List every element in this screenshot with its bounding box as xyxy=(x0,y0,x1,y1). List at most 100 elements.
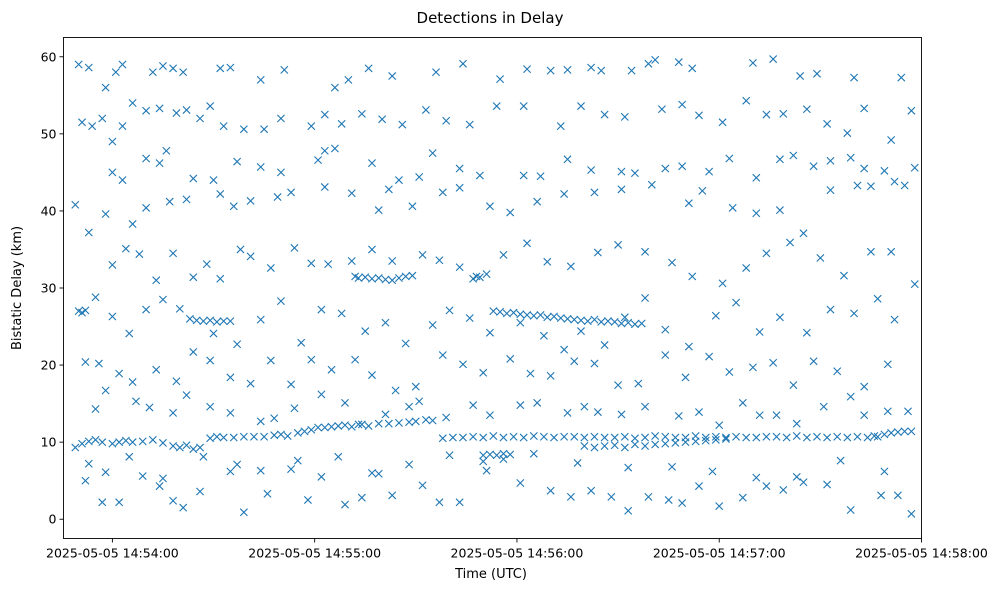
data-point xyxy=(698,186,707,195)
data-point xyxy=(459,360,467,369)
data-point xyxy=(755,327,764,336)
data-point xyxy=(438,188,447,197)
data-point xyxy=(303,495,312,504)
data-point xyxy=(445,306,454,315)
data-point xyxy=(519,433,528,442)
data-point xyxy=(624,463,633,472)
data-point xyxy=(721,433,730,442)
data-point xyxy=(428,321,437,329)
data-point xyxy=(94,359,103,368)
data-point xyxy=(246,252,255,261)
data-point xyxy=(546,486,555,495)
data-point xyxy=(762,249,771,258)
data-point xyxy=(128,220,137,229)
data-point xyxy=(587,63,596,72)
data-point xyxy=(84,459,93,468)
data-point xyxy=(233,460,242,469)
data-point xyxy=(239,432,248,441)
data-point xyxy=(330,144,339,153)
data-point xyxy=(189,273,198,282)
data-point xyxy=(752,473,761,482)
data-point xyxy=(172,377,181,386)
data-point xyxy=(893,428,902,437)
data-point xyxy=(162,146,171,155)
data-point xyxy=(715,502,724,511)
data-point xyxy=(630,440,639,449)
data-point xyxy=(614,240,623,249)
data-point xyxy=(792,431,801,440)
data-point xyxy=(668,258,677,267)
data-point xyxy=(155,104,164,113)
data-point xyxy=(475,273,484,282)
data-point xyxy=(853,181,862,190)
data-point xyxy=(263,489,272,498)
data-point xyxy=(101,468,110,477)
data-point xyxy=(118,176,127,185)
data-point xyxy=(459,59,467,68)
data-point xyxy=(239,508,248,517)
data-point xyxy=(74,60,83,69)
data-point xyxy=(115,438,124,447)
data-point xyxy=(442,116,451,125)
data-point xyxy=(330,83,339,92)
data-point xyxy=(661,164,670,173)
data-point xyxy=(98,498,107,507)
data-point xyxy=(496,75,505,84)
data-point xyxy=(381,275,390,284)
data-point xyxy=(850,309,859,318)
data-point xyxy=(516,318,525,327)
data-point xyxy=(617,185,626,194)
data-point xyxy=(671,438,680,447)
data-point xyxy=(789,151,798,160)
data-point xyxy=(799,229,808,238)
data-point xyxy=(678,100,687,109)
data-point xyxy=(657,105,666,114)
data-point xyxy=(354,273,363,282)
data-point xyxy=(175,304,184,313)
data-point xyxy=(226,63,235,72)
data-point xyxy=(482,270,491,279)
data-point xyxy=(651,55,660,64)
data-point xyxy=(405,460,414,469)
data-point xyxy=(705,167,714,176)
data-point xyxy=(418,250,427,259)
data-point xyxy=(566,262,575,271)
data-point xyxy=(705,352,714,361)
data-point xyxy=(202,260,211,269)
data-point xyxy=(341,421,349,430)
data-point xyxy=(678,162,687,171)
data-point xyxy=(519,171,528,180)
data-point xyxy=(142,203,151,212)
y-tick-label: 30 xyxy=(41,281,57,296)
data-point xyxy=(627,66,636,75)
data-point xyxy=(630,320,639,329)
data-point xyxy=(293,456,302,465)
data-point xyxy=(374,273,383,282)
data-point xyxy=(256,315,265,324)
data-point xyxy=(91,293,100,302)
data-point xyxy=(789,381,798,390)
data-point xyxy=(196,443,205,452)
data-point xyxy=(617,319,626,328)
data-point xyxy=(819,402,828,411)
data-point xyxy=(71,200,80,209)
data-point xyxy=(128,99,137,108)
data-point xyxy=(684,199,693,208)
data-point xyxy=(593,408,602,417)
data-point xyxy=(617,410,626,419)
data-point xyxy=(496,307,505,316)
data-point xyxy=(226,373,235,382)
data-point xyxy=(752,433,761,442)
data-point xyxy=(651,440,660,449)
data-point xyxy=(182,441,191,450)
data-point xyxy=(516,401,525,410)
data-point xyxy=(236,245,245,254)
data-points xyxy=(71,55,919,518)
data-point xyxy=(516,479,525,487)
data-point xyxy=(802,433,811,442)
data-point xyxy=(836,456,845,465)
data-point xyxy=(603,317,612,326)
x-axis: 2025-05-05 14:54:00 2025-05-05 14:55:00 20… xyxy=(46,538,988,561)
data-point xyxy=(681,373,690,382)
data-point xyxy=(695,482,703,491)
